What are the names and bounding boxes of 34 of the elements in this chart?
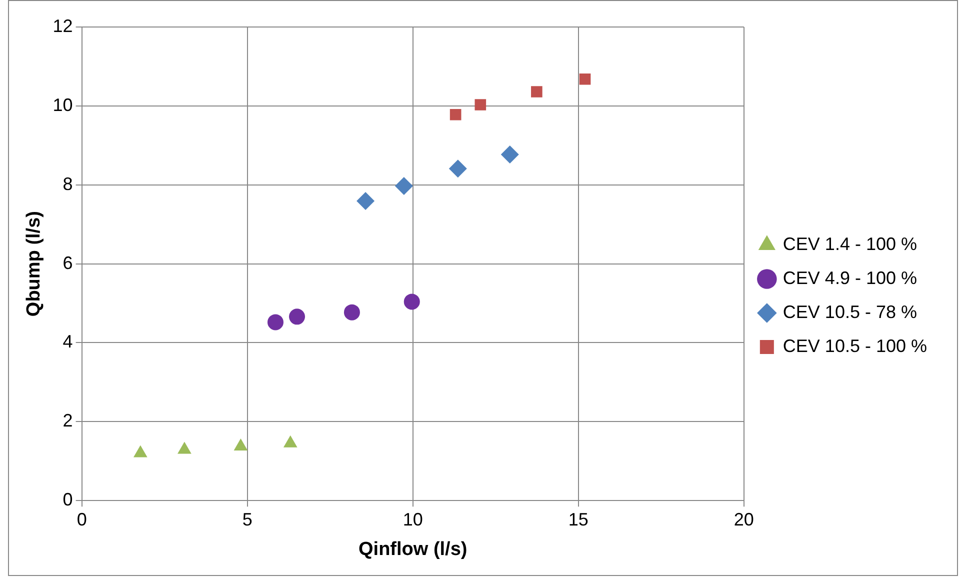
point — [344, 304, 360, 320]
legend-label: CEV 10.5 - 78 % — [782, 302, 917, 322]
point — [289, 308, 306, 325]
x-tick-label: 15 — [568, 509, 588, 530]
point — [283, 435, 298, 448]
point — [579, 73, 591, 85]
x-axis-title: Qinflow (l/s) — [358, 538, 468, 560]
x-tick-label: 10 — [402, 509, 423, 530]
y-tick-label: 4 — [62, 332, 73, 352]
x-tick-label: 0 — [76, 509, 87, 530]
y-tick-label: 12 — [52, 16, 73, 36]
legend-label: CEV 1.4 - 100 % — [782, 234, 917, 254]
y-tick-label: 6 — [62, 252, 73, 273]
y-tick-label: 0 — [62, 490, 73, 510]
point — [474, 99, 486, 110]
point — [234, 438, 248, 451]
legend-label: CEV 4.9 - 100 % — [782, 268, 917, 288]
point — [531, 86, 542, 98]
point — [500, 145, 519, 164]
y-tick-label: 10 — [52, 94, 73, 115]
point — [404, 294, 420, 310]
point — [356, 192, 375, 210]
y-tick-label: 2 — [62, 410, 73, 431]
point — [178, 442, 192, 454]
point — [394, 177, 413, 196]
y-tick-label: 8 — [62, 174, 73, 194]
point — [450, 108, 462, 120]
x-tick-label: 20 — [734, 509, 754, 530]
legend-label: CEV 10.5 - 100 % — [782, 336, 928, 356]
point — [133, 445, 148, 458]
point — [267, 314, 284, 330]
point — [448, 160, 467, 178]
x-tick-label: 5 — [242, 509, 252, 530]
y-axis-title: Qbump (l/s) — [24, 211, 45, 317]
